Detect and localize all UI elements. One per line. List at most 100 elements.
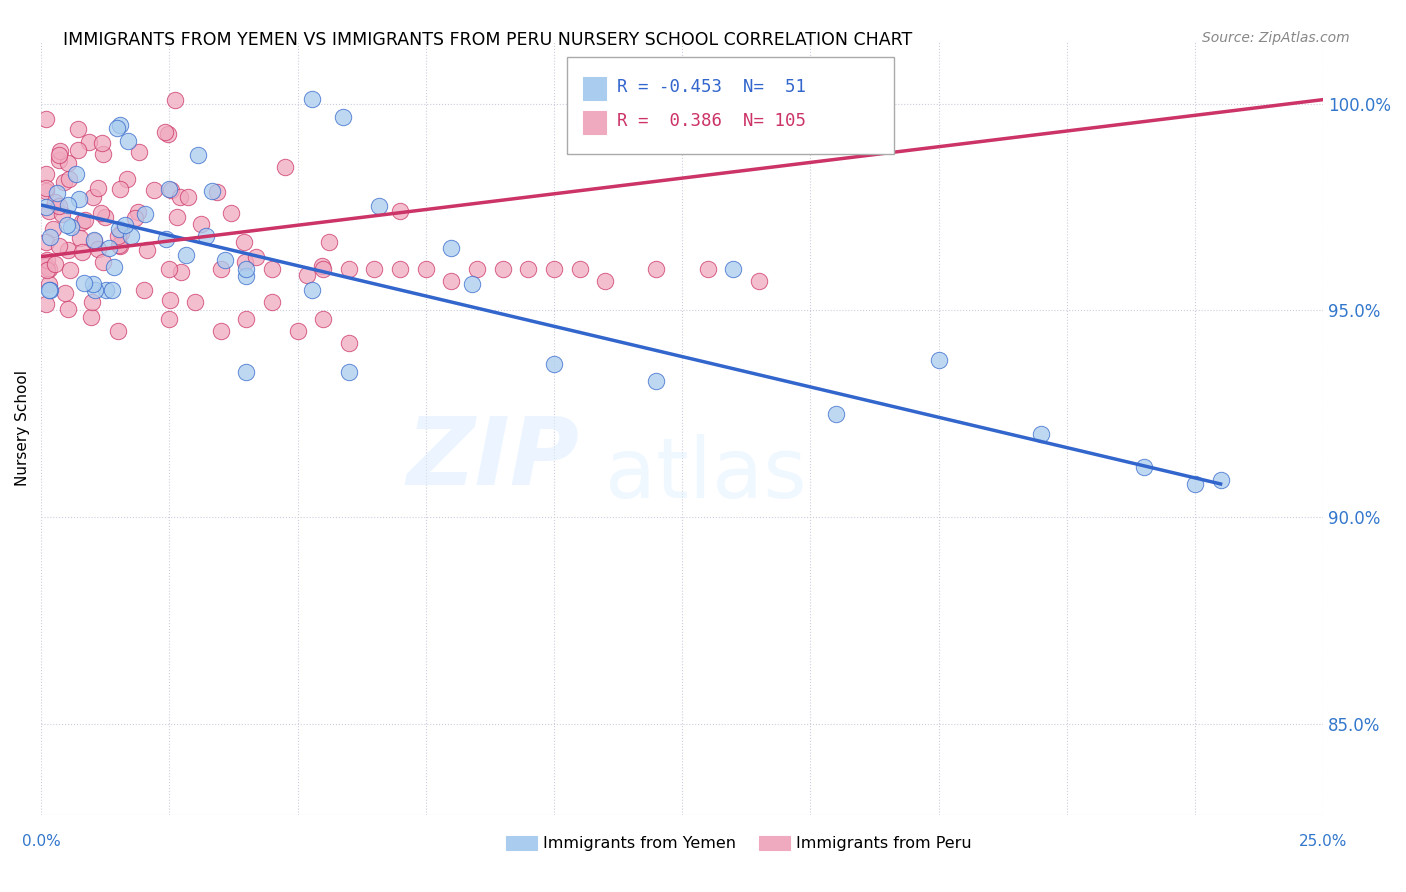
Point: [65, 167, 87, 181]
Point: [39, 283, 62, 297]
Point: [66, 121, 89, 136]
Point: [517, 262, 540, 277]
Point: [165, 93, 187, 107]
Point: [35, 200, 58, 214]
Point: [128, 145, 150, 159]
Point: [235, 262, 257, 277]
Point: [56, 156, 79, 170]
Point: [117, 134, 139, 148]
Point: [96, 283, 118, 297]
Point: [38, 230, 60, 244]
Point: [543, 357, 565, 371]
Point: [157, 311, 180, 326]
Point: [214, 252, 236, 267]
Point: [1209, 473, 1232, 487]
Point: [108, 181, 131, 195]
Point: [645, 262, 668, 277]
Point: [235, 365, 257, 379]
Text: ZIP: ZIP: [406, 413, 579, 505]
Text: 25.0%: 25.0%: [1299, 834, 1347, 849]
Point: [69, 230, 91, 244]
Point: [440, 275, 463, 289]
Point: [134, 207, 156, 221]
Point: [35, 112, 58, 126]
Text: Immigrants from Yemen: Immigrants from Yemen: [543, 836, 735, 851]
Point: [51, 207, 73, 221]
Text: atlas: atlas: [605, 434, 807, 515]
Point: [415, 262, 437, 277]
Point: [157, 182, 180, 196]
Point: [44, 257, 66, 271]
Point: [56, 218, 79, 232]
Point: [48, 148, 70, 162]
Point: [177, 190, 200, 204]
Point: [35, 184, 58, 198]
Point: [59, 263, 82, 277]
Point: [120, 229, 142, 244]
Point: [83, 234, 105, 248]
Point: [235, 268, 257, 283]
Point: [332, 110, 354, 124]
Point: [287, 324, 309, 338]
Point: [928, 353, 950, 368]
Point: [114, 218, 136, 232]
Point: [53, 286, 76, 301]
Point: [825, 407, 848, 421]
Point: [108, 238, 131, 252]
Point: [58, 172, 80, 186]
Point: [59, 219, 82, 234]
Point: [127, 204, 149, 219]
Point: [98, 241, 121, 255]
FancyBboxPatch shape: [567, 57, 894, 153]
Point: [1132, 460, 1154, 475]
Point: [82, 295, 104, 310]
Point: [101, 283, 124, 297]
Point: [209, 324, 232, 338]
Point: [66, 143, 89, 157]
Point: [91, 147, 114, 161]
Point: [301, 283, 323, 297]
Point: [187, 148, 209, 162]
Point: [568, 262, 591, 277]
Point: [52, 175, 75, 189]
Point: [124, 211, 146, 226]
Point: [108, 118, 131, 132]
Point: [48, 199, 70, 213]
Point: [87, 242, 110, 256]
Point: [155, 232, 177, 246]
Point: [274, 160, 297, 174]
Point: [169, 190, 191, 204]
Y-axis label: Nursery School: Nursery School: [15, 370, 30, 486]
Point: [46, 186, 69, 200]
Point: [312, 262, 335, 277]
Point: [94, 210, 117, 224]
Point: [83, 233, 105, 247]
Point: [166, 210, 188, 224]
Point: [318, 235, 340, 249]
Point: [748, 275, 770, 289]
Point: [205, 185, 228, 199]
Point: [56, 302, 79, 317]
Point: [153, 125, 176, 139]
Point: [38, 283, 60, 297]
Point: [110, 227, 132, 241]
Point: [233, 235, 256, 250]
Point: [37, 263, 59, 277]
Point: [108, 222, 131, 236]
Point: [260, 262, 283, 277]
Point: [233, 255, 256, 269]
Point: [38, 261, 60, 276]
Point: [91, 136, 114, 150]
Point: [363, 262, 385, 277]
Point: [79, 135, 101, 149]
Point: [301, 92, 323, 106]
Point: [69, 192, 91, 206]
Point: [87, 181, 110, 195]
Point: [337, 336, 360, 351]
Point: [195, 228, 218, 243]
Point: [107, 229, 129, 244]
Bar: [583, 112, 606, 135]
Point: [337, 262, 360, 277]
Point: [56, 198, 79, 212]
Point: [696, 262, 718, 277]
